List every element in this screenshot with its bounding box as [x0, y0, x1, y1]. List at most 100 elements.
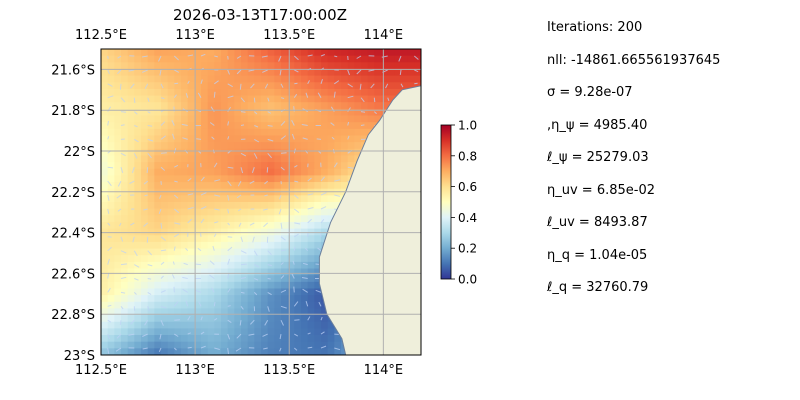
heatmap-cell [147, 115, 155, 123]
colorbar-tick-label: 0.4 [458, 211, 477, 225]
heatmap-cell [201, 215, 209, 223]
heatmap-cell [281, 202, 289, 210]
velocity-arrow [280, 236, 286, 241]
velocity-arrow [293, 246, 296, 251]
heatmap-cell [287, 235, 295, 243]
velocity-arrow [279, 69, 282, 76]
heatmap-cell [214, 49, 222, 57]
heatmap-cell [114, 162, 122, 170]
velocity-arrow [279, 334, 282, 340]
velocity-arrow [197, 92, 202, 98]
heatmap-cell [207, 88, 215, 96]
heatmap-cell [207, 208, 215, 216]
heatmap-cell [161, 275, 169, 283]
heatmap-cell [114, 175, 122, 183]
heatmap-cell [334, 82, 342, 90]
heatmap-cell [254, 155, 262, 163]
velocity-arrow [173, 194, 179, 199]
heatmap-cell [261, 142, 269, 150]
heatmap-cell [347, 148, 355, 156]
heatmap-cell [214, 335, 222, 343]
heatmap-cell [254, 88, 262, 96]
velocity-arrow [142, 333, 148, 337]
velocity-arrow [130, 319, 135, 325]
heatmap-cell [254, 321, 262, 329]
stat-iterations: Iterations: 200 [547, 20, 643, 35]
heatmap-cell [361, 68, 369, 77]
heatmap-cell [121, 68, 129, 77]
heatmap-cell [107, 208, 115, 216]
heatmap-cell [287, 108, 295, 116]
heatmap-cell [101, 321, 109, 329]
heatmap-cell [321, 95, 329, 103]
heatmap-cell [241, 182, 249, 190]
velocity-arrow [200, 218, 205, 224]
heatmap-cell [167, 62, 175, 70]
heatmap-cell [294, 235, 302, 243]
heatmap-cell [141, 328, 149, 336]
heatmap-cell [174, 261, 182, 269]
heatmap-cell [167, 202, 175, 210]
heatmap-cell [267, 315, 275, 323]
heatmap-cell [167, 301, 175, 309]
heatmap-cell [101, 102, 109, 110]
heatmap-cell [327, 148, 335, 156]
heatmap-cell [101, 68, 109, 77]
velocity-arrow [187, 346, 192, 349]
heatmap-cell [141, 348, 149, 355]
heatmap-cell [287, 348, 295, 355]
heatmap-cell [294, 102, 302, 110]
heatmap-cell [334, 335, 342, 343]
velocity-arrow [227, 194, 230, 201]
heatmap-cell [194, 148, 202, 156]
velocity-arrow [174, 180, 178, 183]
heatmap-cell [134, 135, 142, 143]
heatmap-cell [301, 195, 309, 203]
heatmap-cell [154, 195, 162, 203]
heatmap-cell [107, 255, 115, 263]
heatmap-cell [141, 49, 149, 57]
velocity-arrow [262, 208, 268, 211]
heatmap-cell [274, 328, 282, 336]
heatmap-cell [181, 335, 189, 343]
velocity-arrow [267, 264, 273, 267]
heatmap-cell [227, 288, 235, 296]
heatmap-cell [274, 102, 282, 110]
heatmap-cell [261, 348, 269, 355]
heatmap-cell [101, 235, 109, 243]
velocity-arrow [301, 277, 308, 279]
heatmap-cell [127, 341, 135, 349]
heatmap-cell [167, 295, 175, 303]
velocity-arrow [143, 208, 148, 211]
heatmap-cell [161, 215, 169, 223]
heatmap-cell [241, 75, 249, 83]
heatmap-cell [234, 102, 242, 110]
heatmap-cell [134, 288, 142, 296]
heatmap-cell [321, 335, 329, 343]
heatmap-cell [141, 275, 149, 283]
heatmap-cell [294, 341, 302, 349]
heatmap-cell [227, 68, 235, 77]
heatmap-cell [187, 248, 195, 256]
heatmap-cell [161, 122, 169, 130]
map-panel [101, 49, 421, 355]
heatmap-cell [134, 348, 142, 355]
heatmap-cell [267, 195, 275, 203]
heatmap-cell [207, 68, 215, 77]
heatmap-cell [314, 142, 322, 150]
heatmap-cell [161, 175, 169, 183]
heatmap-cell [141, 108, 149, 116]
heatmap-cell [241, 62, 249, 70]
heatmap-cell [141, 248, 149, 256]
velocity-arrow [227, 288, 231, 293]
heatmap-cell [267, 55, 275, 63]
heatmap-cell [321, 108, 329, 116]
heatmap-cell [214, 175, 222, 183]
heatmap-cell [207, 122, 215, 130]
heatmap-cell [201, 341, 209, 349]
heatmap-cell [254, 241, 262, 249]
heatmap-cell [367, 75, 375, 83]
stat-eta-psi: ,η_ψ = 4985.40 [547, 117, 648, 133]
heatmap-cell [167, 241, 175, 249]
heatmap-cell [254, 182, 262, 190]
